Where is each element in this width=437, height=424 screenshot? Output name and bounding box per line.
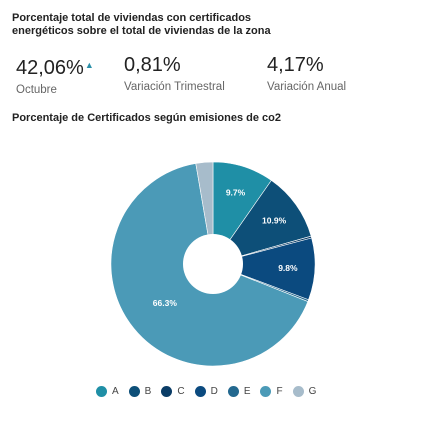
slice-label-d: 9.8%: [278, 263, 298, 273]
kpi-label: Variación Trimestral: [124, 81, 225, 93]
legend-label: D: [210, 386, 218, 397]
kpi-value: 42,06%▲: [16, 57, 94, 79]
legend-item-f[interactable]: F: [260, 386, 283, 397]
legend-item-a[interactable]: A: [96, 386, 119, 397]
page-title: Porcentaje total de viviendas con certif…: [12, 12, 271, 37]
chart-legend: A B C D E F G: [96, 386, 316, 397]
legend-item-g[interactable]: G: [292, 386, 317, 397]
kpi-label: Octubre: [16, 84, 57, 96]
legend-item-d[interactable]: D: [194, 386, 218, 397]
slice-label-f: 66.3%: [153, 298, 178, 308]
legend-dot-icon: [161, 386, 173, 397]
legend-dot-icon: [194, 386, 206, 397]
legend-dot-icon: [260, 386, 272, 397]
kpi-value: 0,81%: [124, 54, 181, 76]
caret-up-icon: ▲: [84, 60, 94, 70]
chart-title: Porcentaje de Certificados según emision…: [12, 112, 281, 124]
kpi-octubre: 42,06%▲ Octubre: [16, 53, 94, 96]
legend-item-e[interactable]: E: [227, 386, 251, 397]
slice-label-a: 9.7%: [226, 187, 246, 197]
legend-label: F: [276, 386, 283, 397]
legend-item-c[interactable]: C: [161, 386, 185, 397]
donut-chart: 9.7% 10.9% 9.8% 66.3%: [110, 161, 316, 367]
legend-dot-icon: [128, 386, 140, 397]
kpi-value: 4,17%: [267, 54, 324, 76]
kpi-variacion-anual: 4,17% Variación Anual: [267, 53, 346, 93]
legend-label: A: [112, 386, 119, 397]
legend-label: G: [308, 386, 317, 397]
legend-dot-icon: [96, 386, 107, 397]
kpi-label: Variación Anual: [267, 81, 347, 93]
donut-hole: [183, 234, 243, 294]
slice-label-b: 10.9%: [262, 215, 287, 225]
legend-dot-icon: [292, 386, 304, 397]
kpi-variacion-trimestral: 0,81% Variación Trimestral: [124, 53, 225, 93]
legend-label: B: [144, 386, 152, 397]
legend-dot-icon: [227, 386, 239, 397]
legend-label: C: [177, 386, 185, 397]
legend-label: E: [243, 386, 251, 397]
legend-item-b[interactable]: B: [128, 386, 152, 397]
